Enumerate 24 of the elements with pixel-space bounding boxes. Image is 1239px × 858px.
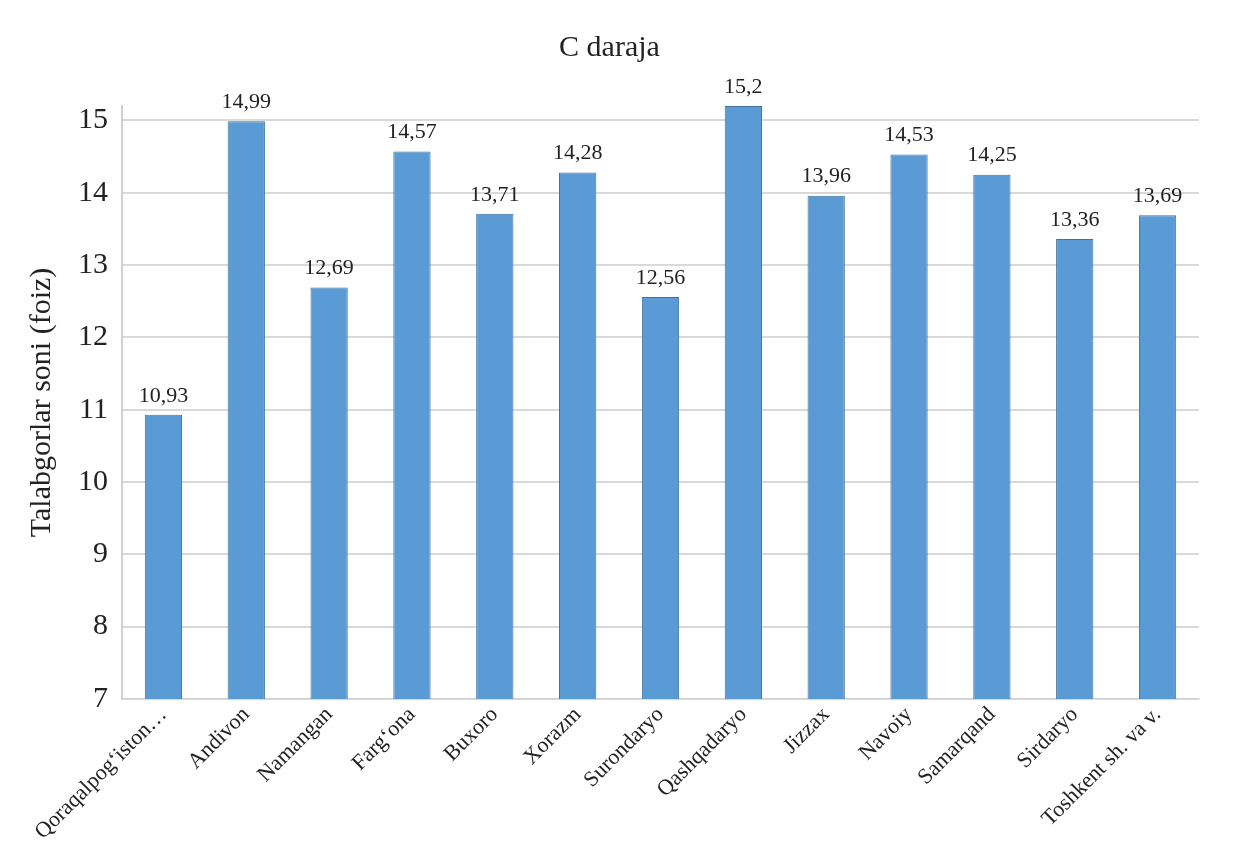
data-label: 14,57: [387, 118, 437, 144]
y-axis-title: Talabgorlar soni (foiz): [22, 267, 57, 538]
y-tick-label: 11: [79, 390, 108, 424]
data-label: 14,25: [967, 141, 1017, 167]
chart-title: C daraja: [559, 28, 660, 62]
data-label: 14,28: [552, 139, 603, 165]
y-tick-label: 8: [93, 607, 108, 641]
data-label: 13,71: [470, 180, 520, 206]
data-label: 13,36: [1049, 205, 1100, 231]
y-tick-label: 13: [78, 245, 108, 279]
data-label: 13,69: [1132, 181, 1183, 207]
y-tick-label: 15: [78, 101, 108, 135]
data-label: 10,93: [138, 381, 189, 407]
y-tick-label: 12: [78, 318, 108, 352]
data-label: 12,56: [635, 263, 686, 289]
data-label: 13,96: [801, 162, 851, 188]
y-tick-label: 9: [93, 535, 108, 569]
y-tick-label: 7: [93, 679, 108, 713]
data-label: 12,69: [304, 254, 354, 280]
data-label: 15,2: [724, 72, 763, 98]
data-label: 14,99: [221, 87, 272, 113]
y-tick-label: 14: [78, 173, 108, 207]
data-label: 14,53: [884, 121, 934, 147]
y-tick-label: 10: [78, 462, 108, 496]
